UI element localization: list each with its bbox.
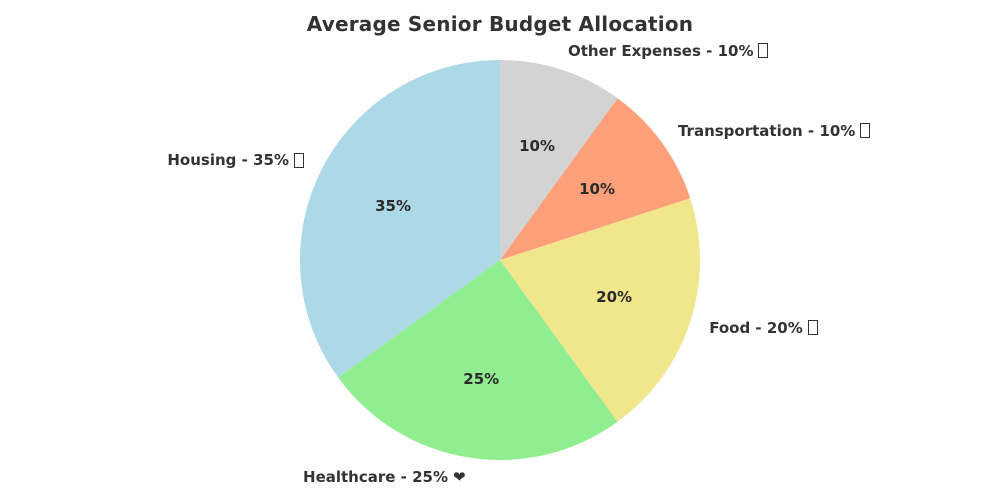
outer-label-housing: Housing - 35% — [167, 151, 304, 169]
outer-label-text: Healthcare - 25% — [303, 468, 449, 487]
outer-label-text: Other Expenses - 10% — [567, 41, 754, 60]
outer-label-transportation: Transportation - 10% — [677, 121, 871, 140]
pie-slice-healthcare — [338, 260, 618, 460]
outer-label-other-expenses: Other Expenses - 10% — [568, 42, 769, 60]
outer-label-food: Food - 20% — [709, 319, 818, 337]
missing-glyph-icon — [860, 123, 871, 139]
chart-title: Average Senior Budget Allocation — [306, 12, 694, 36]
outer-label-text: Food - 20% — [709, 318, 803, 337]
pct-label-housing: 35% — [375, 196, 412, 215]
pct-label-food: 20% — [596, 288, 633, 307]
pie-slice-transportation — [500, 98, 691, 260]
pct-label-transportation: 10% — [579, 180, 616, 199]
heart-icon: ❤ — [453, 467, 466, 486]
pct-label-healthcare: 25% — [463, 369, 500, 388]
missing-glyph-icon — [758, 43, 769, 59]
missing-glyph-icon — [293, 152, 304, 168]
pie-slice-housing — [300, 60, 500, 378]
outer-label-text: Housing - 35% — [167, 151, 289, 170]
outer-label-text: Transportation - 10% — [677, 121, 856, 140]
pct-label-other-expenses: 10% — [519, 136, 556, 155]
pie-slice-other-expenses — [500, 59, 618, 260]
missing-glyph-icon — [807, 320, 818, 336]
outer-label-healthcare: Healthcare - 25% ❤ — [303, 468, 466, 486]
pie-slice-food — [500, 198, 700, 422]
